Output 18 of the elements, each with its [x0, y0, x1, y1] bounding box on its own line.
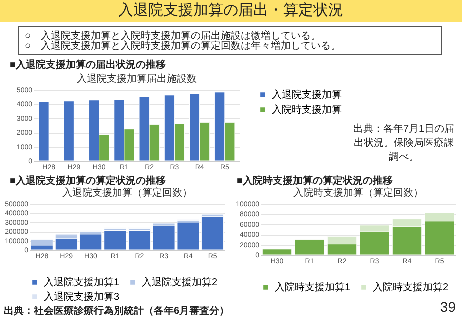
chart-title: 入退院支援加算届出施設数	[77, 73, 197, 85]
legend-label: 入退院支援加算	[272, 89, 342, 101]
text: 39	[440, 299, 456, 315]
source-note: 出典：社会医療診療行為別統計（各年6月審査分）	[4, 305, 230, 318]
text: ■入退院支援加算の算定状況の推移	[10, 174, 166, 188]
text: 入退院支援加算の届出・算定状況	[0, 0, 462, 22]
text: ■入退院支援加算の届出状況の推移	[10, 58, 166, 72]
chart-title: 入退院支援加算（算定回数）	[62, 187, 192, 199]
chart-title: 入院時支援加算（算定回数）	[294, 187, 424, 199]
legend-label: 入院時支援加算	[272, 104, 342, 116]
legend-label: 入退院支援加算2	[142, 276, 218, 288]
legend-label: 入退院支援加算1	[44, 276, 120, 288]
legend-label: 入院時支援加算1	[275, 281, 351, 294]
legend-label: 入退院支援加算3	[44, 291, 120, 303]
legend-label: 入院時支援加算2	[373, 281, 449, 294]
source-note: 出典：各年7月1日の届出状況。保険局医療課調べ。	[352, 122, 456, 164]
text: ○ 入退院支援加算と入院時支援加算の届出施設は微増している。	[18, 26, 442, 42]
text: ■入院時支援加算の算定状況の推移	[237, 174, 394, 188]
